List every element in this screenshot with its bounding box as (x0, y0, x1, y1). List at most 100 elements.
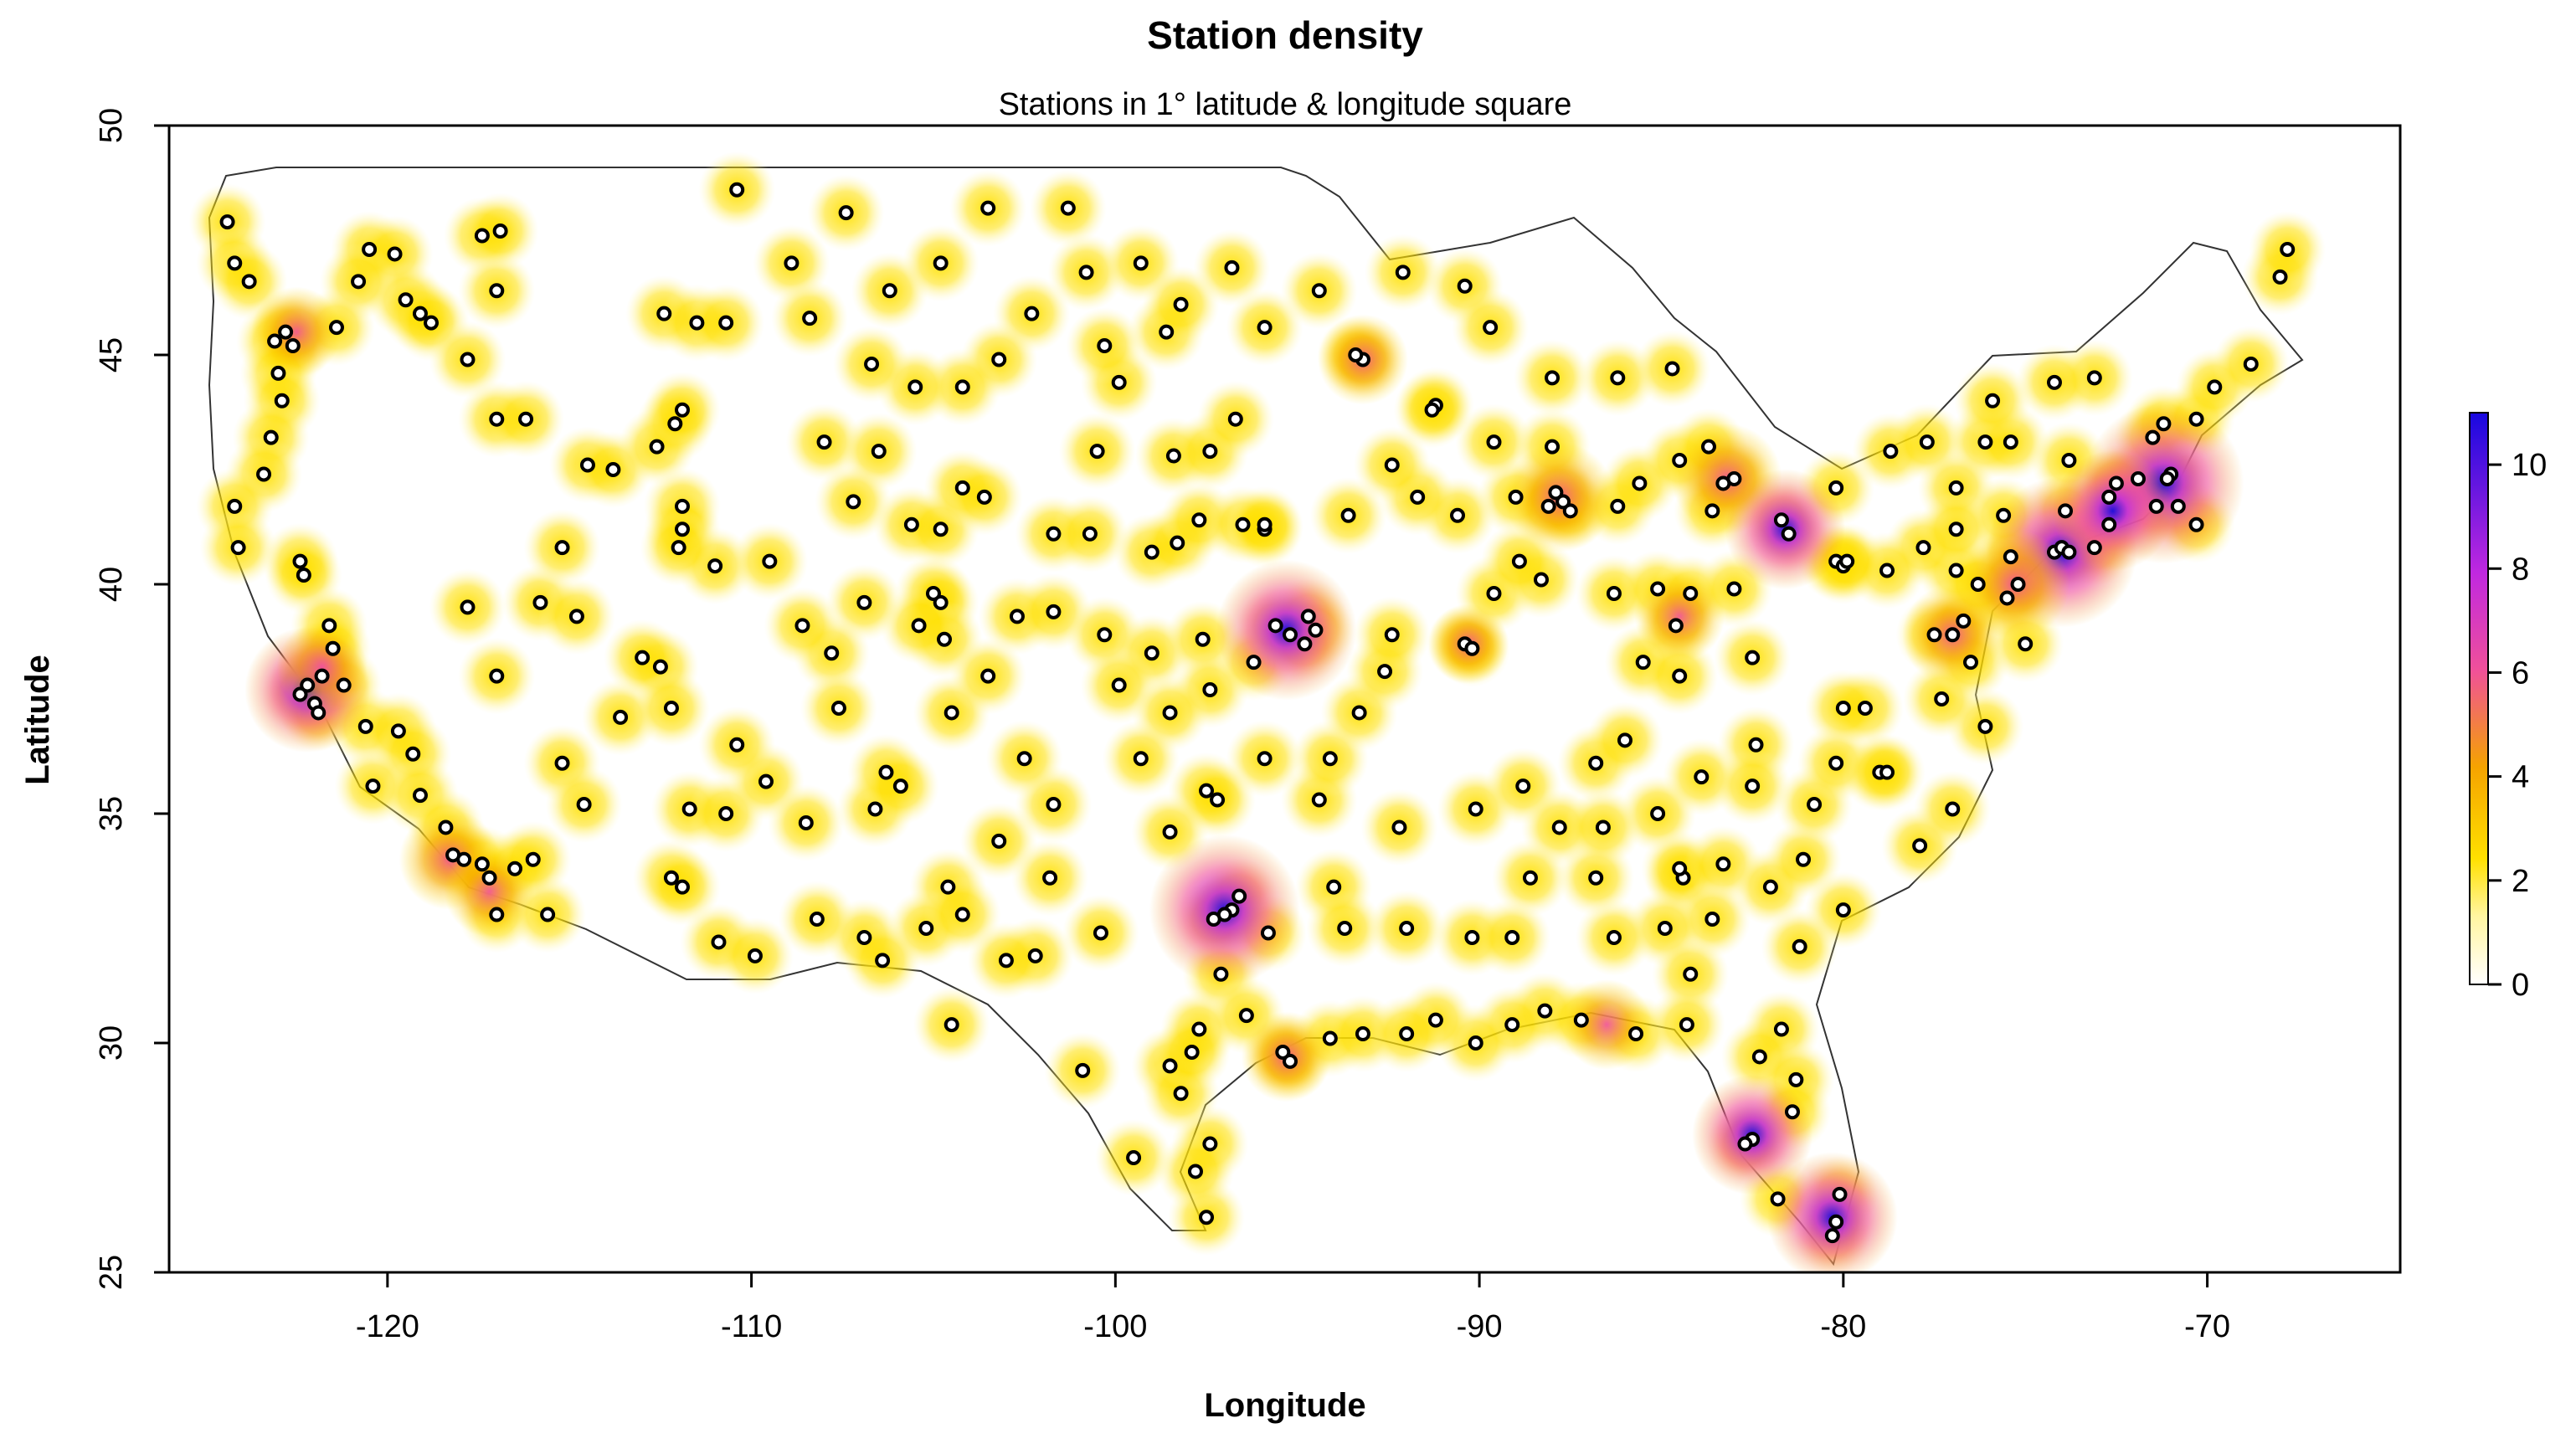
station-marker (2046, 374, 2062, 390)
station-marker (1835, 902, 1851, 918)
station-marker (1996, 507, 2012, 523)
station-marker (270, 365, 286, 381)
station-marker (1246, 655, 1262, 670)
station-marker (1915, 540, 1931, 556)
station-marker (2086, 540, 2102, 556)
station-marker (1231, 888, 1247, 904)
station-marker (1257, 320, 1273, 336)
station-marker (871, 444, 887, 460)
station-marker (1351, 705, 1367, 721)
station-marker (1377, 664, 1393, 680)
station-marker (918, 921, 934, 936)
station-marker (1672, 668, 1688, 684)
station-marker (1533, 572, 1549, 588)
station-marker (1173, 1086, 1189, 1102)
station-marker (474, 856, 490, 872)
density-hotspot (1634, 571, 1725, 662)
station-marker (1464, 929, 1480, 945)
station-marker (1202, 444, 1218, 460)
station-marker (1311, 283, 1327, 299)
station-marker (1956, 613, 1972, 629)
station-marker (474, 228, 490, 244)
station-marker (1399, 921, 1415, 936)
station-marker (1948, 521, 1964, 537)
station-marker (568, 609, 584, 624)
station-marker (991, 833, 1007, 849)
station-marker (2130, 470, 2146, 486)
station-marker (671, 540, 686, 556)
station-marker (1483, 320, 1499, 336)
station-marker (747, 948, 763, 963)
station-marker (1796, 851, 1812, 867)
station-marker (1781, 526, 1797, 542)
station-marker (1046, 604, 1062, 619)
station-marker (1824, 1228, 1840, 1244)
y-axis: 25 30 35 40 45 50 (94, 108, 169, 1290)
station-marker (718, 315, 734, 331)
station-marker (652, 659, 668, 675)
station-marker (1486, 585, 1502, 601)
y-tick-label: 35 (94, 796, 129, 831)
x-tick-label: -90 (1457, 1309, 1503, 1344)
station-marker (540, 907, 556, 922)
station-marker (1857, 700, 1873, 716)
station-marker (1828, 1214, 1844, 1230)
station-marker (911, 618, 927, 634)
station-marker (613, 709, 629, 725)
station-marker (656, 306, 672, 321)
station-marker (1191, 512, 1207, 528)
station-marker (864, 356, 880, 372)
station-marker (362, 241, 378, 257)
station-marker (1948, 480, 1964, 496)
station-marker (605, 462, 621, 477)
station-marker (424, 315, 440, 331)
station-marker (1384, 457, 1400, 473)
station-marker (1162, 705, 1178, 721)
chart-title: Station density (1147, 13, 1423, 57)
x-tick-label: -110 (721, 1309, 782, 1344)
station-marker (525, 851, 541, 867)
station-marker (954, 907, 970, 922)
station-marker (241, 274, 257, 290)
station-marker (1715, 475, 1731, 491)
station-marker (1606, 585, 1622, 601)
station-marker (1745, 778, 1761, 794)
station-marker (1970, 577, 1986, 592)
station-marker (1700, 439, 1716, 455)
station-marker (1468, 1035, 1483, 1051)
station-marker (1144, 544, 1159, 560)
station-marker (707, 558, 723, 574)
station-marker (681, 801, 697, 817)
station-marker (933, 521, 949, 537)
station-marker (1089, 444, 1105, 460)
station-marker (1548, 485, 1564, 501)
station-marker (2145, 429, 2161, 445)
station-marker (1082, 526, 1098, 542)
station-marker (1595, 819, 1611, 835)
colorbar-tick-label: 4 (2512, 760, 2529, 795)
station-marker (1210, 792, 1226, 808)
station-marker (1486, 434, 1502, 450)
station-marker (1551, 819, 1567, 835)
station-marker (1879, 764, 1895, 780)
station-marker (1165, 448, 1181, 464)
station-marker (674, 402, 690, 418)
y-axis-title: Latitude (19, 655, 56, 785)
station-marker (729, 182, 745, 198)
station-marker (1832, 1186, 1848, 1202)
station-marker (1275, 1044, 1291, 1060)
station-marker (1508, 489, 1524, 505)
y-tick-label: 30 (94, 1025, 129, 1061)
station-marker (649, 439, 665, 455)
station-marker (227, 498, 243, 514)
station-marker (1515, 778, 1531, 794)
station-marker (1664, 361, 1680, 377)
station-marker (809, 912, 825, 927)
density-hotspot (276, 621, 368, 712)
station-marker (1009, 609, 1025, 624)
station-marker (1773, 512, 1789, 528)
station-marker (1835, 700, 1851, 716)
station-marker (1187, 1164, 1203, 1179)
station-marker (1046, 526, 1062, 542)
station-marker (1468, 801, 1483, 817)
